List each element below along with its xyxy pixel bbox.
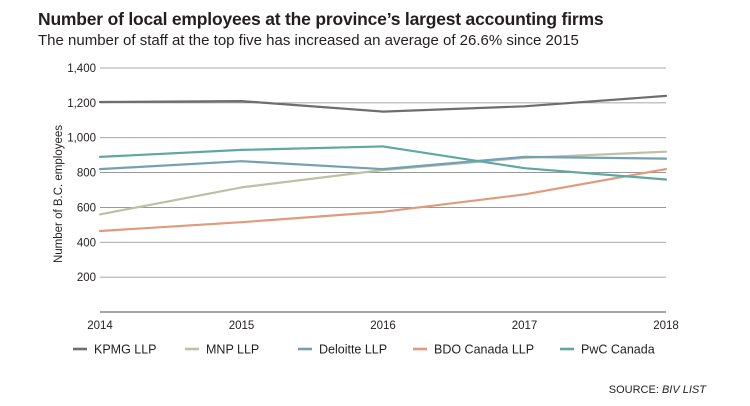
legend-label-3: Deloitte LLP: [319, 343, 387, 357]
y-tick-label: 1,400: [67, 63, 96, 75]
legend-label-2: MNP LLP: [206, 343, 259, 357]
chart-title: Number of local employees at the provinc…: [38, 9, 604, 29]
series-line-2: [98, 150, 668, 216]
x-tick-label: 2016: [370, 320, 396, 332]
series-lines: [98, 94, 668, 233]
chart-subtitle: The number of staff at the top five has …: [38, 32, 579, 49]
y-tick-label: 800: [77, 168, 96, 180]
legend: KPMG LLP MNP LLP Deloitte LLP BDO Canada LL…: [73, 343, 655, 357]
source-name: BIV LIST: [661, 384, 706, 396]
gridlines: [100, 67, 666, 278]
series-line-4: [98, 168, 668, 233]
y-axis-label: Number of B.C. employees: [53, 125, 65, 263]
legend-label-5: PwC Canada: [581, 343, 655, 357]
series-line-3: [98, 155, 668, 171]
axes: 200 400 600 800 1,000 1,200 1,400 2014 2015 2016 2…: [53, 63, 679, 332]
legend-label-1: KPMG LLP: [94, 343, 157, 357]
y-tick-label: 600: [77, 202, 96, 214]
source-note: SOURCE: BIV LIST: [609, 384, 706, 396]
legend-label-4: BDO Canada LLP: [434, 343, 534, 357]
y-tick-label: 1,200: [67, 98, 96, 110]
y-tick-label: 200: [77, 272, 96, 284]
series-line-5: [98, 145, 668, 181]
y-tick-label: 1,000: [67, 133, 96, 145]
x-tick-label: 2017: [512, 320, 538, 332]
source-prefix: SOURCE:: [608, 384, 662, 396]
series-line-1: [98, 94, 668, 113]
x-tick-label: 2018: [653, 320, 679, 332]
x-tick-label: 2015: [229, 320, 255, 332]
y-tick-label: 400: [77, 237, 96, 249]
x-tick-label: 2014: [87, 320, 113, 332]
